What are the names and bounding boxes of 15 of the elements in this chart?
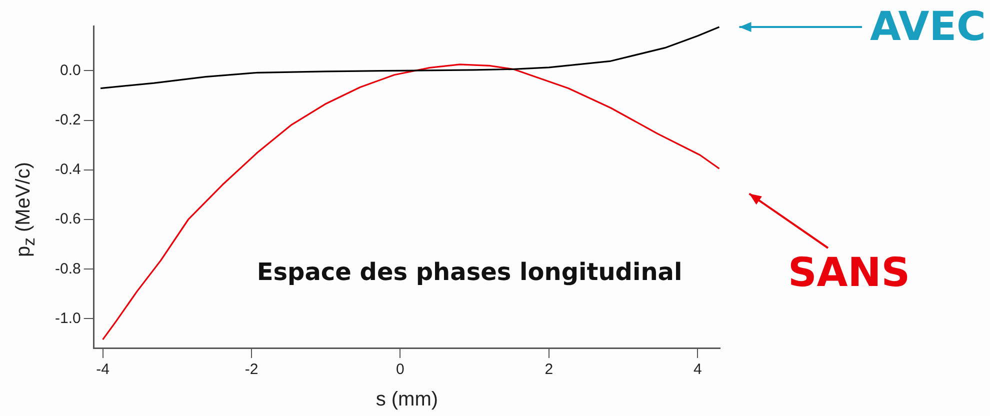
y-tick-label: -1.0	[54, 310, 81, 327]
x-tick-label: 0	[396, 361, 404, 378]
y-tick-label: 0.0	[60, 62, 81, 79]
y-tick-label: -0.4	[54, 161, 81, 178]
text: AVEC	[870, 4, 986, 50]
x-tick-label: 4	[694, 361, 702, 378]
y-tick-label: -0.8	[54, 260, 81, 278]
x-axis-title: s (mm)	[376, 388, 438, 411]
annotation: Espace des phases longitudinal	[256, 258, 682, 286]
x-tick-label: -4	[96, 361, 110, 378]
y-tick-label: -0.2	[54, 111, 81, 128]
x-tick-label: -2	[244, 361, 258, 378]
x-tick-label: 2	[544, 361, 554, 378]
text: SANS	[788, 250, 910, 296]
y-tick-label: -0.6	[54, 210, 81, 228]
